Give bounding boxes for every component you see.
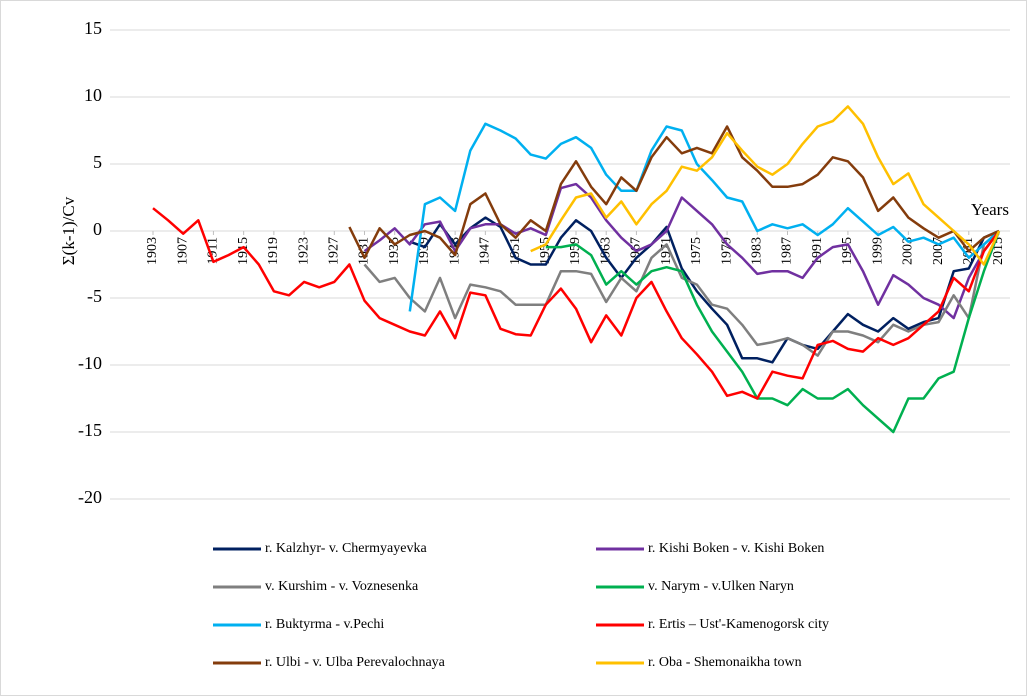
- legend-label: v. Narym - v.Ulken Naryn: [648, 579, 794, 594]
- x-tick-label: 2003: [901, 237, 916, 265]
- y-tick-label: -10: [78, 353, 102, 373]
- y-tick-label: -15: [78, 420, 102, 440]
- series-line: [363, 230, 1000, 357]
- legend-label: r. Oba - Shemonaikha town: [648, 655, 802, 670]
- series-line: [409, 216, 1000, 364]
- x-tick-label: 1975: [689, 237, 704, 265]
- x-tick-label: 1991: [810, 237, 825, 265]
- legend-label: r. Ertis – Ust'-Kamenogorsk city: [648, 617, 829, 632]
- legend-label: v. Kurshim - v. Voznesenka: [265, 579, 419, 594]
- x-tick-label: 1923: [296, 237, 311, 265]
- x-tick-label: 1935: [387, 237, 402, 265]
- y-tick-label: -5: [87, 286, 102, 306]
- x-tick-label: 1987: [780, 237, 795, 265]
- y-tick-label: 0: [93, 219, 102, 239]
- series-line: [348, 125, 1000, 260]
- x-tick-label: 1959: [568, 237, 583, 265]
- y-tick-label: -20: [78, 487, 102, 507]
- x-tick-label: 1911: [206, 237, 221, 264]
- x-axis-title: Years: [971, 200, 1009, 219]
- legend-label: r. Ulbi - v. Ulba Perevalochnaya: [265, 655, 446, 670]
- x-tick-label: 1915: [236, 237, 251, 265]
- y-axis-title: Σ(k-1)/Cv: [59, 196, 78, 265]
- y-tick-label: 10: [84, 85, 102, 105]
- x-tick-label: 1979: [719, 237, 734, 265]
- x-tick-label: 1927: [327, 237, 342, 265]
- series-line: [363, 182, 1000, 320]
- x-tick-label: 1947: [478, 237, 493, 265]
- series-line: [530, 105, 1001, 266]
- x-tick-label: 1983: [750, 237, 765, 265]
- series-line: [545, 230, 1001, 434]
- x-tick-label: 1955: [538, 237, 553, 265]
- x-tick-label: 1963: [598, 237, 613, 265]
- legend-label: r. Kishi Boken - v. Kishi Boken: [648, 541, 824, 556]
- x-tick-label: 1919: [266, 237, 281, 265]
- legend-label: r. Kalzhyr- v. Chermyayevka: [265, 541, 427, 556]
- x-tick-label: 1903: [145, 237, 160, 265]
- y-tick-label: 5: [93, 152, 102, 172]
- x-tick-label: 1999: [870, 237, 885, 265]
- x-tick-label: 1931: [357, 237, 372, 265]
- y-tick-label: 15: [84, 18, 102, 38]
- legend-label: r. Buktyrma - v.Pechi: [265, 617, 384, 632]
- series-line: [152, 207, 1000, 400]
- x-tick-label: 1907: [175, 237, 190, 265]
- series-line: [408, 122, 1000, 312]
- x-tick-label: 1971: [659, 237, 674, 265]
